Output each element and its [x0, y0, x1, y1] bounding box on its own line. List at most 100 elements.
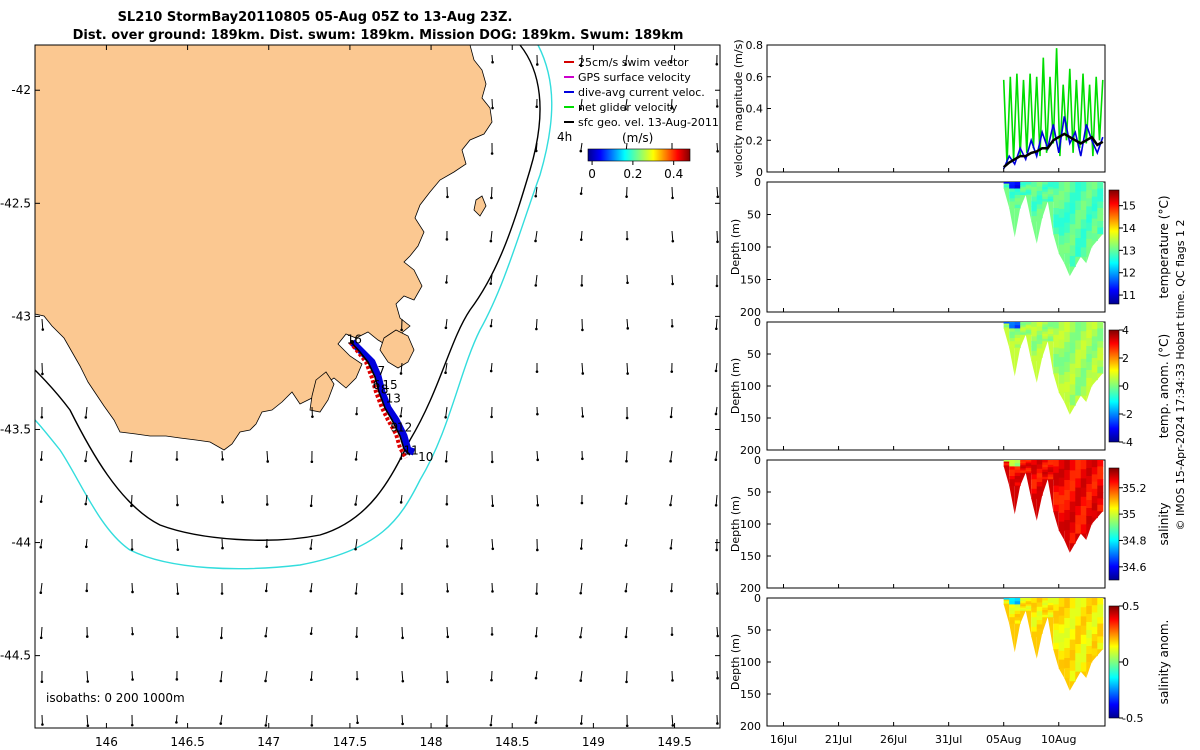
velocity-arrow	[535, 626, 538, 637]
heatmap-cell	[1014, 460, 1021, 464]
velocity-arrowhead	[625, 416, 629, 420]
heatmap-cell	[1036, 204, 1043, 210]
heatmap-cell	[1064, 480, 1071, 491]
velocity-arrowhead	[446, 635, 450, 639]
heatmap-cell	[1097, 485, 1104, 493]
velocity-arrowhead	[356, 721, 359, 725]
heatmap-cell	[1086, 386, 1092, 402]
velocity-arrowhead	[445, 545, 449, 548]
velocity-arrowhead	[446, 195, 449, 199]
heatmap-cell	[1031, 626, 1038, 633]
title-line2: Dist. over ground: 189km. Dist. swum: 18…	[73, 28, 684, 43]
heatmap-cell	[1003, 186, 1010, 188]
heatmap-cell	[1031, 341, 1038, 347]
heatmap-cell	[1080, 524, 1087, 535]
velocity-arrow	[625, 450, 628, 462]
heatmap-cell	[1036, 186, 1043, 192]
heatmap-cell	[1036, 624, 1043, 630]
heatmap-cell	[1097, 479, 1104, 487]
velocity-arrowhead	[444, 371, 447, 375]
velocity-arrowhead	[490, 678, 493, 682]
heatmap-cell	[1009, 610, 1016, 615]
velocity-arrow	[40, 450, 43, 460]
heatmap-cell	[1069, 660, 1076, 672]
heatmap-cell	[1025, 607, 1032, 610]
heatmap-cell	[1047, 338, 1054, 342]
heatmap-cell	[1086, 662, 1092, 678]
maria-island	[473, 195, 487, 217]
map-colorbar-ticks: 0 0.2 0.4	[588, 161, 683, 181]
velocity-arrowhead	[715, 284, 719, 288]
heatmap-cell	[1014, 331, 1021, 336]
velocity-arrowhead	[266, 460, 270, 463]
track-day-label: 12	[397, 421, 412, 435]
heatmap-cell	[1058, 322, 1065, 332]
heatmap-cell	[1064, 510, 1071, 521]
heatmap-cell	[1020, 334, 1026, 348]
velocity-arrowhead	[219, 679, 223, 683]
velocity-arrowhead	[626, 372, 629, 375]
velocity-series-line	[1002, 116, 1104, 170]
heatmap-cell	[1009, 182, 1016, 186]
velocity-arrow	[130, 450, 133, 462]
velocity-arrow	[715, 318, 718, 329]
heatmap-cell	[1091, 211, 1098, 220]
heatmap-cell	[1053, 623, 1060, 631]
velocity-arrow	[401, 714, 404, 724]
velocity-arrowhead	[400, 547, 403, 550]
heatmap-cell	[1025, 190, 1032, 193]
velocity-arrowhead	[671, 196, 674, 200]
velocity-arrow	[670, 538, 673, 549]
heatmap-cell	[1097, 347, 1104, 355]
velocity-arrowhead	[489, 723, 493, 727]
velocity-arrowhead	[446, 680, 449, 684]
heatmap-cell	[1075, 644, 1082, 654]
velocity-arrow	[446, 626, 449, 637]
heatmap-cell	[1069, 598, 1076, 609]
velocity-arrowhead	[670, 589, 673, 593]
heatmap-cell	[1042, 474, 1049, 478]
heatmap-cell	[1053, 366, 1060, 374]
heatmap-cell	[1075, 524, 1082, 535]
heatmap-cell	[1009, 185, 1016, 189]
velocity-arrowhead	[625, 237, 629, 241]
heatmap-cell	[1053, 649, 1059, 669]
heatmap-cell	[1036, 326, 1043, 332]
heatmap-cell	[1009, 195, 1016, 199]
heatmap-cell	[1053, 188, 1060, 196]
time-label: 4h	[557, 130, 572, 144]
velocity-arrowhead	[264, 679, 267, 683]
heatmap-cell	[1009, 476, 1016, 480]
heatmap-cell	[1058, 226, 1065, 237]
velocity-arrow	[490, 230, 493, 242]
heatmap-ylabel: Depth (m)	[729, 219, 742, 275]
heatmap-colorbar-tick-label: 34.6	[1122, 561, 1147, 574]
velocity-arrow	[400, 362, 403, 374]
heatmap-cell	[1091, 240, 1098, 247]
heatmap-cell	[1003, 328, 1010, 348]
heatmap-cell	[1086, 330, 1093, 339]
heatmap-colorbar-tick-label: 35	[1122, 508, 1136, 521]
heatmap-cell	[1003, 183, 1010, 185]
heatmap-cell	[1009, 188, 1016, 193]
heatmap-cell	[1064, 520, 1071, 531]
heatmap-cell	[1091, 496, 1098, 504]
heatmap-cell	[1042, 479, 1048, 496]
velocity-arrowhead	[669, 546, 673, 550]
velocity-arrowhead	[714, 412, 718, 416]
heatmap-cell	[1003, 188, 1010, 208]
heatmap-cell	[1014, 620, 1021, 625]
velocity-arrowhead	[130, 504, 133, 508]
heatmap-ytick-label: 100	[740, 518, 761, 531]
heatmap-cell	[1025, 471, 1032, 474]
velocity-arrowhead	[84, 502, 88, 506]
heatmap-cell	[1014, 185, 1021, 189]
heatmap-cell	[1064, 490, 1071, 501]
heatmap-colorbar-tick-label: -4	[1122, 436, 1133, 449]
velocity-arrow	[580, 230, 583, 240]
heatmap-cell	[1069, 670, 1076, 682]
heatmap-colorbar-tick-label: 0	[1122, 656, 1129, 669]
heatmap-cell	[1042, 189, 1049, 193]
heatmap-cell	[1031, 598, 1038, 604]
velocity-arrowhead	[354, 503, 357, 506]
